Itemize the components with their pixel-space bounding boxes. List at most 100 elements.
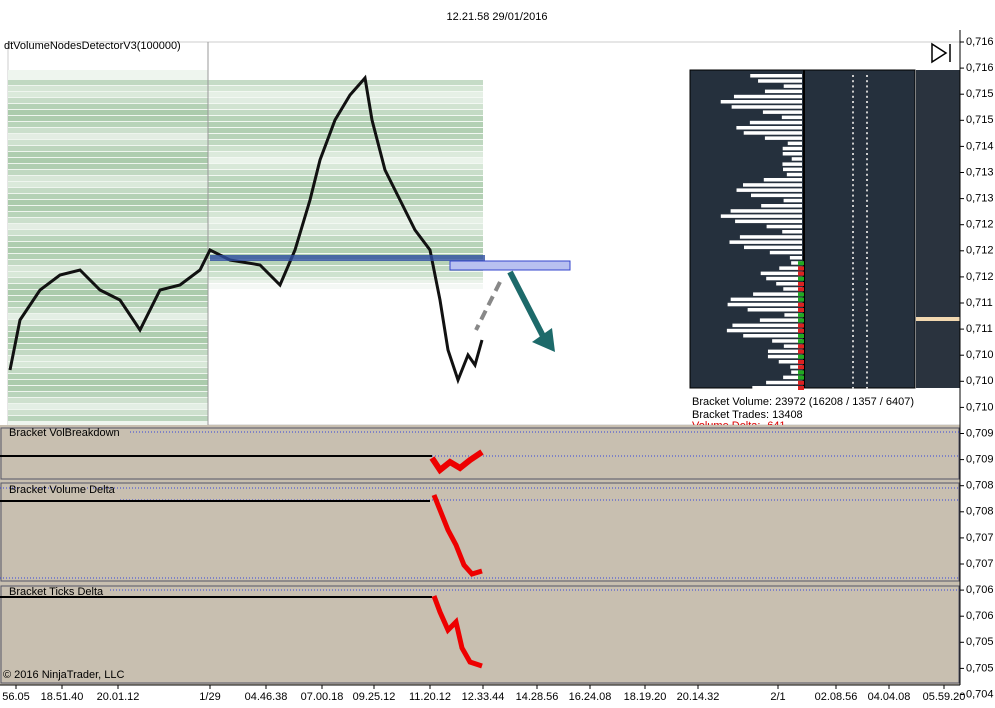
ladder-cell	[852, 288, 854, 291]
ladder-bar	[783, 167, 802, 172]
time-label: 2/1	[770, 691, 785, 703]
volume-band	[208, 224, 483, 229]
volume-band	[208, 200, 483, 205]
volume-band	[8, 296, 208, 301]
ladder-bar	[761, 204, 802, 208]
ladder-cell	[852, 168, 854, 171]
volume-band	[8, 278, 208, 283]
volume-band	[208, 122, 483, 127]
ladder-bar	[772, 339, 802, 343]
ladder-cell	[866, 340, 868, 343]
ticks-line	[431, 595, 483, 669]
ladder-bar	[752, 386, 802, 390]
volume-band	[8, 266, 208, 271]
ladder-cell	[852, 184, 854, 187]
price-label: 0,712	[966, 245, 994, 257]
time-label: 11.20.12	[409, 691, 451, 703]
time-label: 1/29	[199, 691, 220, 703]
bracket-trades: Bracket Trades: 13408	[692, 409, 803, 421]
ladder-cell	[852, 381, 854, 384]
ladder-cell	[866, 371, 868, 374]
time-label: 16.24.08	[569, 691, 612, 703]
ladder-cell	[866, 163, 868, 166]
price-label: 0,715	[966, 88, 994, 100]
price-label: 0,710	[966, 349, 994, 361]
delta-line	[431, 494, 483, 577]
volume-band	[208, 206, 483, 211]
volume-band	[208, 278, 483, 283]
ladder-cell	[866, 173, 868, 176]
ladder-delta	[798, 339, 804, 344]
price-label: 0,716	[966, 36, 994, 48]
indicator-label: dtVolumeNodesDetectorV3(100000)	[4, 40, 181, 52]
volume-band	[208, 182, 483, 187]
volume-band	[208, 218, 483, 223]
ladder-cell	[852, 210, 854, 213]
ladder-cell	[866, 121, 868, 124]
ladder-cell	[852, 361, 854, 363]
ladder-cell	[866, 381, 868, 384]
ladder-delta	[798, 334, 804, 338]
volume-band	[8, 98, 208, 103]
ladder-bar	[736, 188, 802, 192]
ladder-bar	[730, 297, 802, 302]
vol-breakdown	[429, 449, 484, 475]
panel-label: Bracket VolBreakdown	[9, 427, 120, 439]
ladder-bar	[766, 380, 802, 385]
volume-band	[8, 110, 208, 115]
ladder-delta	[798, 354, 804, 359]
ladder-bar	[786, 172, 802, 177]
price-label: 0,709	[966, 454, 994, 466]
volume-band	[8, 122, 208, 127]
ladder-cell	[866, 225, 868, 228]
ladder-cell	[866, 179, 868, 181]
ladder-cell	[866, 205, 868, 207]
volume-bands	[8, 80, 483, 421]
volume-band	[8, 92, 208, 97]
ladder-cell	[852, 303, 854, 306]
volume-band	[8, 254, 208, 259]
ladder-cell	[866, 220, 868, 223]
ladder-delta	[798, 360, 804, 364]
volume-band	[208, 188, 483, 193]
ladder-right	[916, 70, 960, 388]
arrow-head	[532, 328, 555, 352]
ladder-cell	[866, 199, 868, 202]
ladder-cell	[866, 90, 868, 93]
ladder-bar	[759, 318, 802, 322]
time-label: 12.33.44	[462, 691, 505, 703]
ladder-bar	[783, 198, 802, 203]
ladder-delta	[798, 271, 804, 276]
price-label: 0,708	[966, 480, 994, 492]
volume-band	[8, 146, 208, 151]
price-label: 0,713	[966, 193, 994, 205]
ladder-bar	[767, 354, 802, 359]
ladder-cell	[852, 350, 854, 353]
ladder-cell	[852, 314, 854, 317]
ladder-cell	[866, 298, 868, 301]
ladder-cell	[852, 257, 854, 259]
ladder-cell	[852, 371, 854, 374]
ladder-cell	[852, 205, 854, 207]
volume-band	[8, 200, 208, 205]
price-label: 0,707	[966, 558, 994, 570]
projection	[474, 281, 502, 331]
copyright: © 2016 NinjaTrader, LLC	[3, 669, 124, 681]
time-label: 20.14.32	[677, 691, 720, 703]
volume-band	[8, 326, 208, 331]
volume-band	[208, 212, 483, 217]
ladder-cell	[866, 309, 868, 311]
ladder-cell	[866, 85, 868, 88]
ladder-cell	[852, 220, 854, 223]
ladder-cell	[866, 251, 868, 254]
ladder-bar	[743, 245, 802, 250]
panel-frame	[0, 427, 960, 480]
ladder-bar	[731, 105, 802, 109]
price-label: 0,709	[966, 427, 994, 439]
volume-band	[8, 140, 208, 145]
ladder-cell	[852, 199, 854, 202]
play-icon[interactable]	[931, 42, 948, 64]
ladder-cell	[866, 116, 868, 119]
price-label: 0,705	[966, 662, 994, 674]
ladder-cell	[866, 293, 868, 296]
